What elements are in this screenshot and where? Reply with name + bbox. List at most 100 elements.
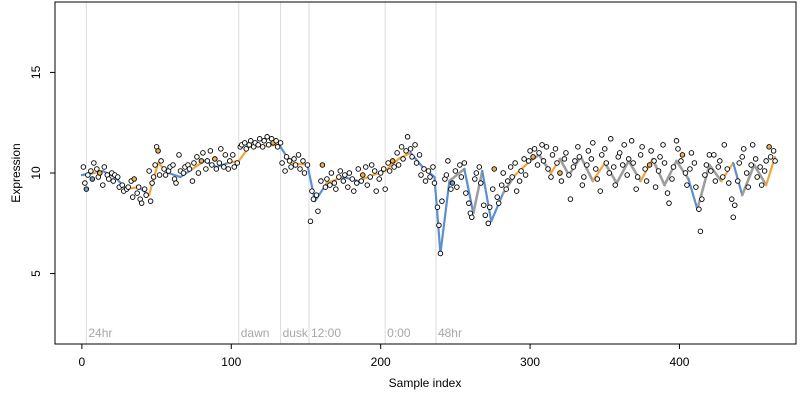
data-point-157 [421,166,427,172]
data-point-74 [234,160,241,166]
data-point-66 [216,160,223,166]
data-point-243 [610,164,617,170]
data-point-253 [633,186,639,192]
data-point-109 [313,192,320,198]
y-axis-label: Expression [9,143,23,202]
data-point-240 [603,160,610,166]
data-point-160 [427,174,433,180]
series-segment-31 [463,167,475,215]
data-point-45 [170,162,176,168]
data-point-101 [295,152,302,158]
data-point-147 [398,144,405,150]
data-point-263 [655,168,662,174]
data-point-118 [333,186,339,192]
series-segment-50 [675,159,690,181]
data-point-25 [131,176,137,182]
data-point-39 [156,172,163,178]
data-point-228 [576,154,583,160]
data-point-259 [646,162,653,168]
data-point-300 [736,160,742,166]
data-point-299 [734,178,741,184]
data-point-175 [458,174,465,180]
data-point-148 [400,156,406,162]
data-point-297 [730,214,737,221]
data-point-152 [409,154,415,160]
data-point-237 [597,188,604,194]
x-tick-label-1: 100 [221,355,241,369]
data-point-285 [703,162,710,168]
data-point-9 [97,170,103,176]
data-point-316 [772,158,778,164]
data-point-70 [225,166,232,172]
data-point-254 [634,174,641,180]
data-point-146 [395,162,402,168]
data-point-191 [494,194,500,200]
data-point-218 [554,160,560,166]
data-point-104 [301,170,308,176]
series-segment-33 [481,169,493,223]
data-point-268 [666,200,672,206]
data-point-127 [354,180,360,186]
data-point-88 [265,142,272,148]
data-point-137 [376,176,382,182]
data-point-226 [572,158,578,164]
data-point-108 [310,196,317,202]
data-point-205 [525,158,532,164]
data-point-35 [150,174,157,180]
data-point-229 [579,182,586,188]
data-point-155 [416,152,423,158]
data-point-135 [371,168,378,174]
data-point-1 [82,180,88,186]
data-point-57 [195,170,202,176]
data-point-288 [711,152,717,158]
data-point-295 [726,180,732,186]
data-point-94 [279,160,285,166]
data-point-2 [83,186,90,192]
data-point-241 [606,170,613,176]
data-point-32 [146,168,152,174]
data-point-68 [221,164,227,170]
data-point-289 [712,178,719,184]
data-point-110 [315,208,321,214]
data-point-159 [425,168,432,174]
data-point-53 [186,166,193,172]
data-point-56 [194,154,200,160]
data-point-296 [729,196,735,202]
data-point-27 [135,184,142,190]
data-point-183 [476,164,483,170]
data-point-48 [176,152,182,158]
data-point-41 [161,166,167,172]
data-point-234 [590,140,596,146]
data-point-192 [495,200,502,206]
data-point-204 [522,172,529,178]
data-point-270 [670,164,677,170]
data-point-83 [255,142,261,148]
data-point-303 [743,170,750,176]
data-point-249 [624,172,630,178]
data-point-130 [360,172,366,178]
data-point-233 [588,156,595,162]
data-point-151 [407,146,414,152]
x-tick-label-0: 0 [79,355,86,369]
series-segment-57 [752,163,768,187]
data-point-190 [491,166,497,172]
data-point-180 [469,214,475,221]
series-segment-53 [708,163,723,183]
data-point-15 [110,178,117,184]
data-point-140 [382,186,388,192]
data-point-211 [539,142,545,148]
data-point-222 [563,150,569,156]
data-point-33 [147,198,154,204]
data-point-272 [675,146,681,152]
data-point-165 [437,250,444,257]
data-point-105 [304,162,311,168]
data-point-78 [243,146,249,152]
series-segment-45 [615,159,630,185]
data-point-176 [461,160,468,166]
series-segment-29 [439,179,451,255]
data-point-283 [699,196,705,202]
data-point-276 [684,182,690,188]
data-point-309 [757,164,763,170]
data-point-5 [89,176,96,182]
data-point-210 [536,150,542,156]
